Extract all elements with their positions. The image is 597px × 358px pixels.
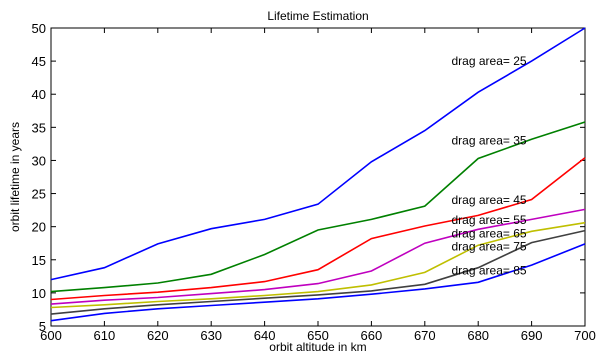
x-tick-label: 610 [94,328,116,343]
series-annotation: drag area= 45 [452,193,527,207]
annotation-layer: drag area= 25 drag area= 35 drag area= 45 d… [452,54,527,277]
x-tick-label: 600 [40,328,62,343]
y-tick-label: 5 [39,319,46,334]
chart-title: Lifetime Estimation [267,9,368,23]
y-tick-label: 50 [32,21,46,36]
y-axis-label: orbit lifetime in years [8,122,22,232]
series-line-2 [50,121,586,293]
series-line-4 [50,208,586,305]
series-annotation: drag area= 85 [452,263,527,277]
x-axis-label: orbit altitude in km [269,340,366,354]
series-line-7 [50,243,586,322]
series-annotation: drag area= 25 [452,54,527,68]
x-tick-label: 700 [574,328,596,343]
series-line-1 [50,27,586,281]
y-tick-label: 20 [32,220,46,235]
x-tick-label: 680 [467,328,489,343]
series-annotation: drag area= 35 [452,134,527,148]
y-tick-label: 40 [32,87,46,102]
y-tick-label: 30 [32,153,46,168]
plot-frame [50,27,586,327]
y-tick-label: 15 [32,253,46,268]
x-tick-label: 630 [200,328,222,343]
x-tick-label: 640 [254,328,276,343]
y-tick-label: 45 [32,54,46,69]
series-line-3 [50,157,586,301]
x-tick-label: 660 [361,328,383,343]
series-line-6 [50,229,586,315]
x-tick-label: 670 [414,328,436,343]
series-layer [50,27,586,322]
x-tick-label: 690 [521,328,543,343]
series-annotation: drag area= 55 [452,213,527,227]
x-tick-label: 620 [147,328,169,343]
y-tick-label: 25 [32,187,46,202]
series-line-5 [50,221,586,309]
series-annotation: drag area= 75 [452,240,527,254]
y-tick-label: 10 [32,286,46,301]
x-tick-label: 650 [307,328,329,343]
y-tick-label: 35 [32,120,46,135]
ticks-layer: 600 610 620 630 640 650 660 670 680 690 700 5 10 15 20… [32,21,596,343]
series-annotation: drag area= 65 [452,226,527,240]
